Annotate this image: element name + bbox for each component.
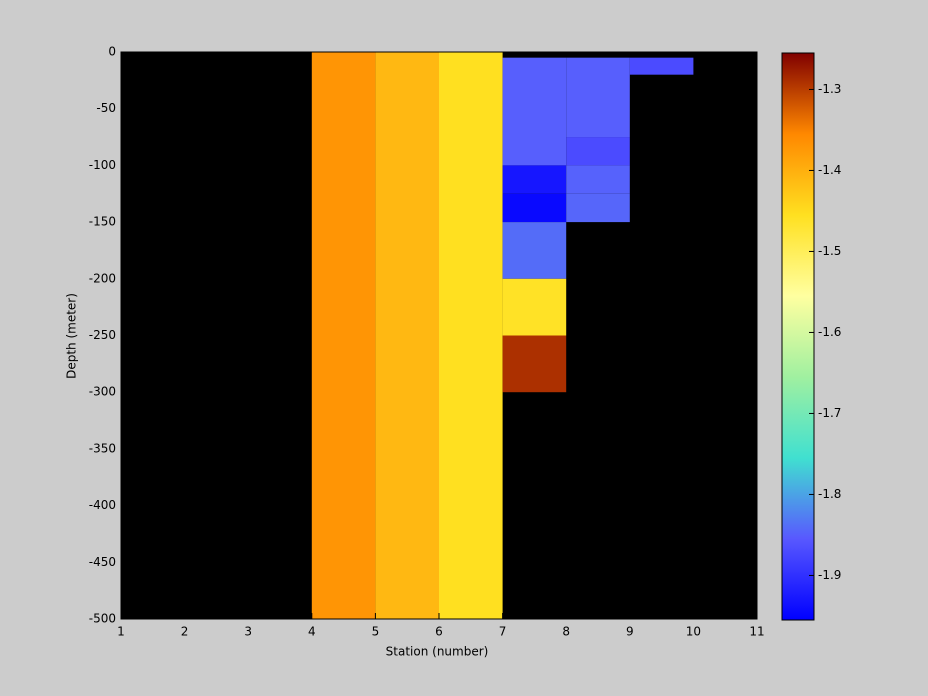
y-tick-label: -150 xyxy=(89,215,116,229)
heat-cell xyxy=(502,165,567,194)
heat-cell xyxy=(629,57,694,75)
heat-cell xyxy=(566,193,630,223)
colorbar-tick-label: -1.7 xyxy=(818,406,841,420)
heat-cell xyxy=(502,278,567,336)
colorbar-tick-label: -1.3 xyxy=(818,82,841,96)
x-tick-label: 2 xyxy=(181,625,189,639)
y-tick-label: -100 xyxy=(89,158,116,172)
y-tick-label: -300 xyxy=(89,385,116,399)
x-tick-label: 8 xyxy=(562,625,570,639)
x-tick-label: 9 xyxy=(626,625,634,639)
colorbar-tick-label: -1.8 xyxy=(818,487,841,501)
heat-cell xyxy=(311,52,376,619)
heat-cell xyxy=(375,52,439,619)
heat-cell xyxy=(566,137,630,166)
heat-cell xyxy=(439,52,503,619)
colorbar-tick-label: -1.5 xyxy=(818,244,841,258)
heat-cell xyxy=(502,57,567,166)
colorbar-tick-label: -1.9 xyxy=(818,568,841,582)
y-tick-label: -400 xyxy=(89,498,116,512)
y-tick-label: -500 xyxy=(89,612,116,626)
y-axis-label: Depth (meter) xyxy=(65,293,79,379)
y-tick-label: -200 xyxy=(89,271,116,285)
heat-cell xyxy=(502,193,567,223)
x-axis-label: Station (number) xyxy=(386,645,489,659)
x-tick-label: 1 xyxy=(117,625,125,639)
heat-cell xyxy=(566,165,630,194)
x-tick-label: 6 xyxy=(435,625,443,639)
colorbar xyxy=(781,52,815,621)
x-tick-label: 7 xyxy=(499,625,507,639)
colorbar-tick-label: -1.6 xyxy=(818,325,841,339)
colorbar-tick-label: -1.4 xyxy=(818,163,841,177)
x-tick-label: 11 xyxy=(749,625,764,639)
y-tick-label: -250 xyxy=(89,328,116,342)
y-tick-label: 0 xyxy=(108,45,116,59)
x-tick-label: 5 xyxy=(372,625,380,639)
x-tick-label: 10 xyxy=(686,625,701,639)
x-tick-label: 4 xyxy=(308,625,316,639)
heat-cell xyxy=(502,335,567,393)
x-tick-label: 3 xyxy=(244,625,252,639)
y-tick-label: -450 xyxy=(89,555,116,569)
heat-cell xyxy=(502,222,567,279)
heat-cell xyxy=(566,57,630,138)
y-tick-label: -50 xyxy=(96,101,116,115)
y-tick-label: -350 xyxy=(89,441,116,455)
